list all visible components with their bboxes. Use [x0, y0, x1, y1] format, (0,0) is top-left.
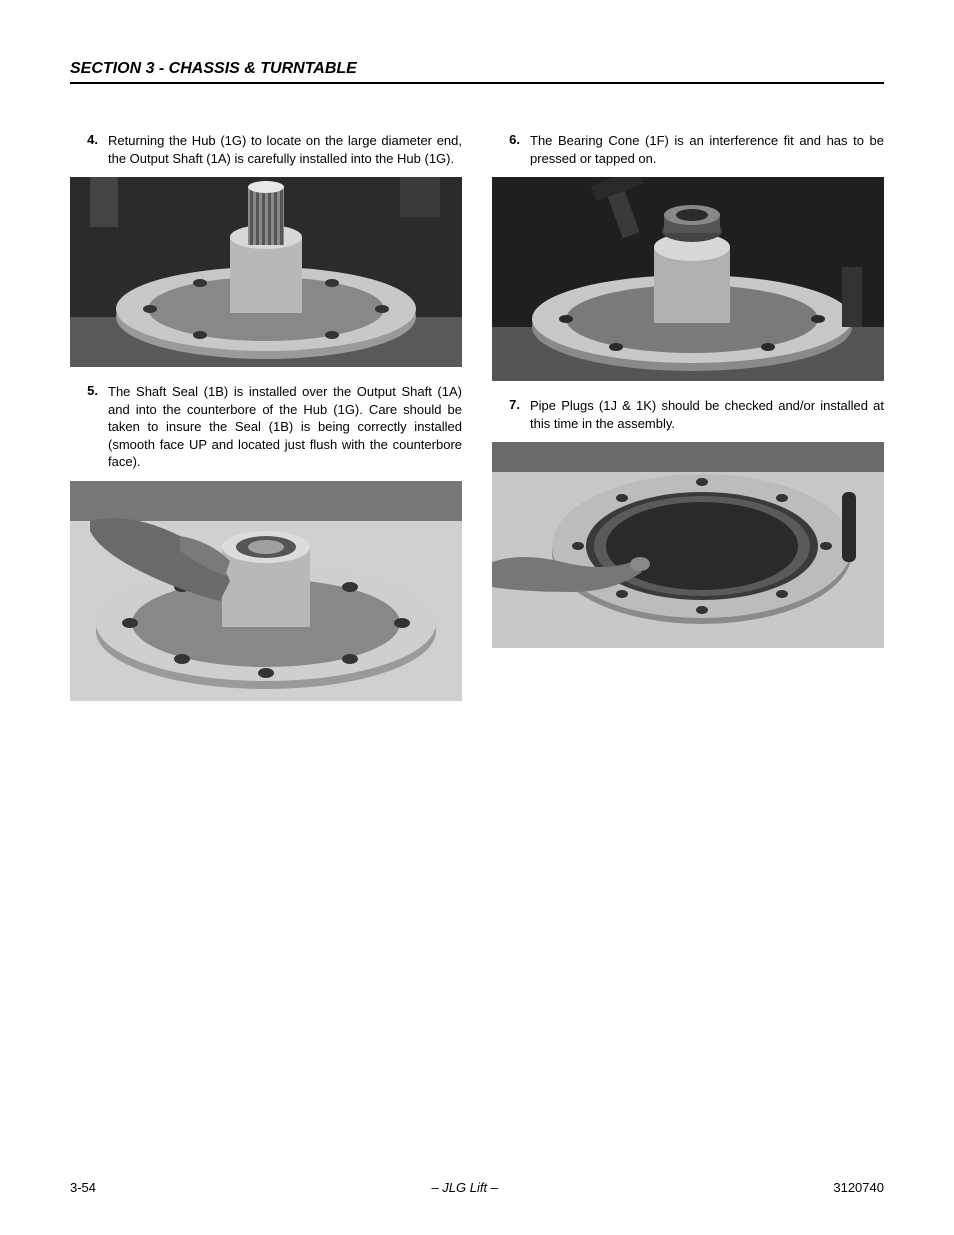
footer-page-number: 3-54: [70, 1180, 96, 1195]
step-text: Returning the Hub (1G) to locate on the …: [108, 132, 462, 167]
step-text: The Shaft Seal (1B) is installed over th…: [108, 383, 462, 471]
step-text: The Bearing Cone (1F) is an interference…: [530, 132, 884, 167]
step-number: 6.: [492, 132, 530, 167]
step-7: 7. Pipe Plugs (1J & 1K) should be checke…: [492, 397, 884, 432]
seal-install-photo: [70, 481, 462, 701]
bearing-cone-press-photo: [492, 177, 884, 381]
content-columns: 4. Returning the Hub (1G) to locate on t…: [70, 132, 884, 717]
figure-step-4: [70, 177, 462, 367]
left-column: 4. Returning the Hub (1G) to locate on t…: [70, 132, 462, 717]
figure-step-6: [492, 177, 884, 381]
figure-step-5: [70, 481, 462, 701]
section-header: SECTION 3 - CHASSIS & TURNTABLE: [70, 60, 884, 84]
footer-doc-number: 3120740: [833, 1180, 884, 1195]
figure-step-7: [492, 442, 884, 648]
step-6: 6. The Bearing Cone (1F) is an interfere…: [492, 132, 884, 167]
page-footer: 3-54 – JLG Lift – 3120740: [70, 1180, 884, 1195]
step-text: Pipe Plugs (1J & 1K) should be checked a…: [530, 397, 884, 432]
pipe-plug-check-photo: [492, 442, 884, 648]
step-number: 4.: [70, 132, 108, 167]
footer-center-text: – JLG Lift –: [431, 1180, 497, 1195]
hub-shaft-install-photo: [70, 177, 462, 367]
right-column: 6. The Bearing Cone (1F) is an interfere…: [492, 132, 884, 717]
step-number: 7.: [492, 397, 530, 432]
step-4: 4. Returning the Hub (1G) to locate on t…: [70, 132, 462, 167]
step-5: 5. The Shaft Seal (1B) is installed over…: [70, 383, 462, 471]
step-number: 5.: [70, 383, 108, 471]
